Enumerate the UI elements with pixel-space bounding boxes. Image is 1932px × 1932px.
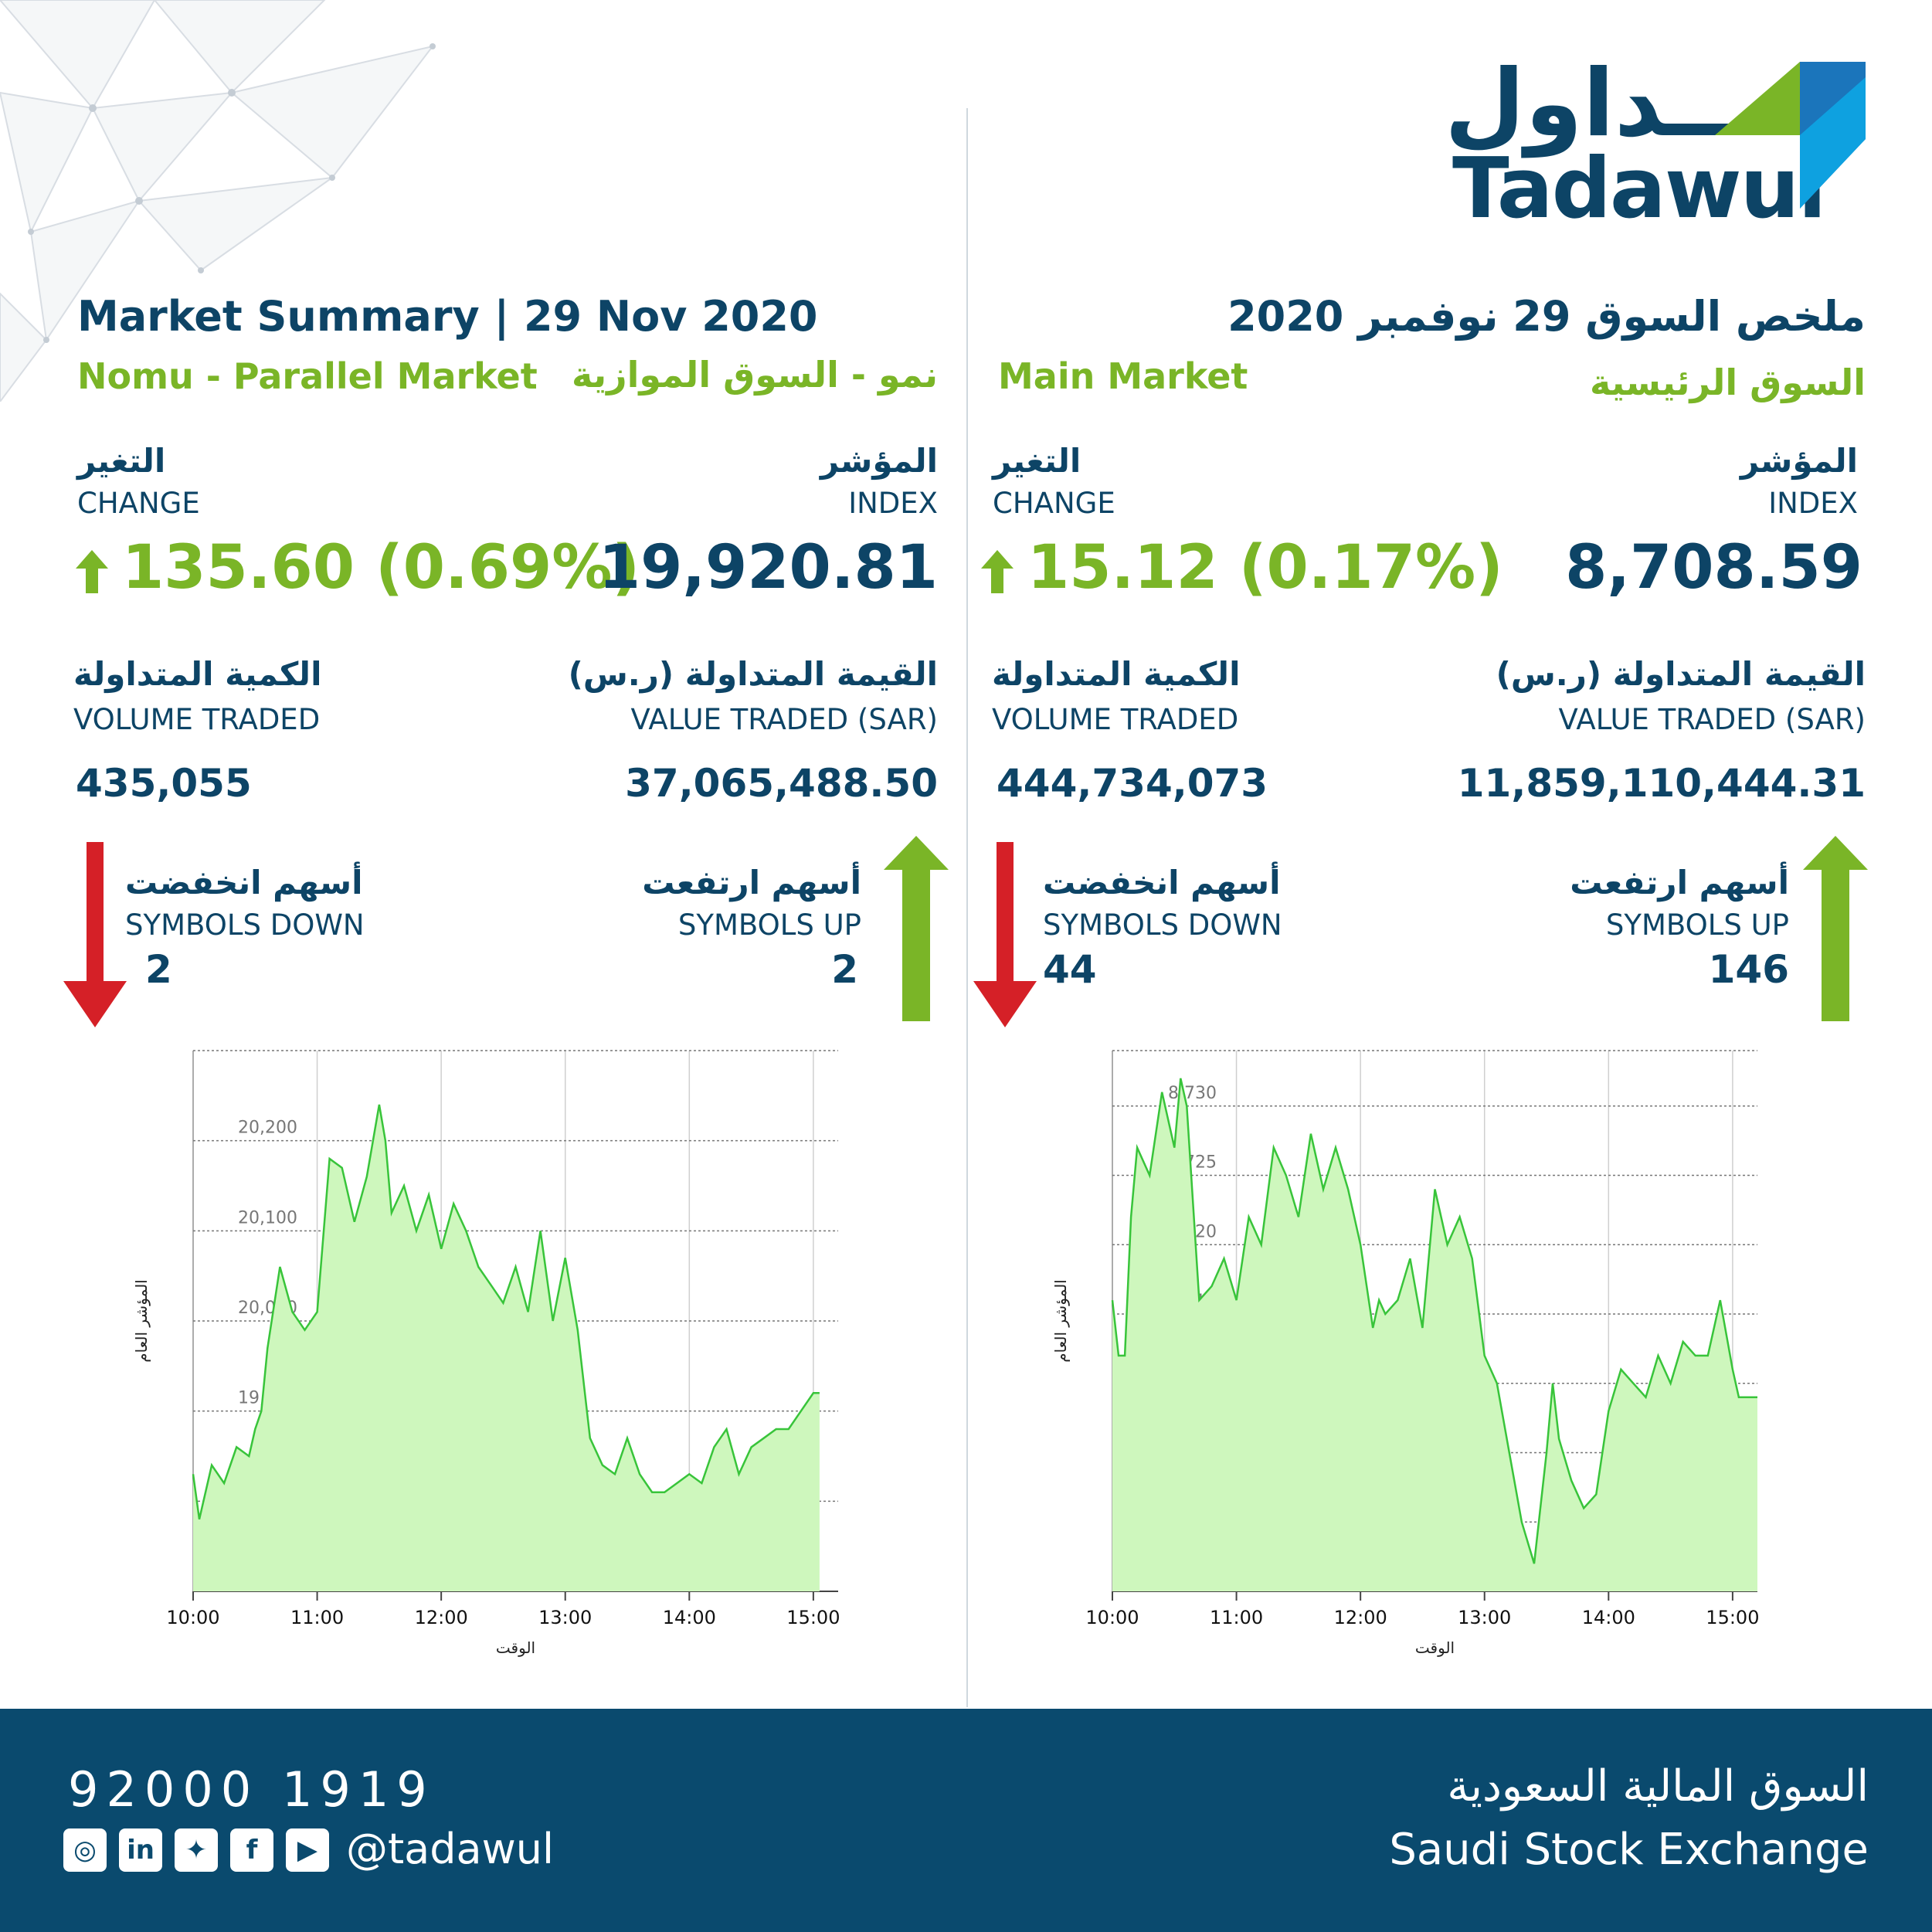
index-area [193,1105,820,1591]
left-change-ar: التغير [77,442,166,480]
left-index-en: INDEX [848,487,938,520]
index-line [1111,1078,1757,1564]
left-down-ar: أسهم انخفضت [125,864,363,901]
network-pattern [0,0,436,402]
right-market-ar: السوق الرئيسية [1589,362,1866,403]
left-value-ar: القيمة المتداولة (ر.س) [568,655,938,693]
y-tick-label: 20,100 [238,1208,297,1227]
right-index-value: 8,708.59 [1565,533,1862,603]
footer-handle[interactable]: @tadawul [346,1825,555,1873]
column-divider [966,108,968,1707]
main-market-index-chart: 8,7008,7058,7108,7158,7208,7258,73010:00… [1051,1050,1759,1657]
footer-exchange-en: Saudi Stock Exchange [1389,1825,1869,1875]
left-up-value: 2 [831,947,858,992]
left-down-value: 2 [145,947,172,992]
x-axis-label: الوقت [496,1638,535,1657]
right-down-value: 44 [1043,947,1097,992]
left-volume-value: 435,055 [76,761,252,806]
right-up-ar: أسهم ارتفعت [1570,864,1789,901]
left-volume-en: VOLUME TRADED [73,703,321,736]
linkedin-icon[interactable]: in [119,1828,162,1872]
x-axis-label: الوقت [1415,1638,1455,1657]
twitter-icon[interactable]: ✦ [175,1828,218,1872]
right-up-en: SYMBOLS UP [1605,908,1789,942]
left-up-en: SYMBOLS UP [677,908,861,942]
right-value-ar: القيمة المتداولة (ر.س) [1496,655,1866,693]
left-volume-ar: الكمية المتداولة [73,655,322,693]
logo-latin: Tadawul [1452,141,1826,237]
nomu-index-chart: 19,80019,90020,00020,10020,20010:0011:00… [132,1050,840,1657]
left-symbols-down-arrow-icon [63,842,127,1027]
logo-mark [1715,62,1866,209]
footer-phone: 92000 1919 [68,1761,435,1818]
right-volume-en: VOLUME TRADED [992,703,1239,736]
x-tick-label: 11:00 [290,1607,344,1628]
right-symbols-down-arrow-icon [973,842,1037,1027]
left-down-en: SYMBOLS DOWN [125,908,365,942]
right-value-en: VALUE TRADED (SAR) [1558,703,1866,736]
right-market-en: Main Market [998,355,1248,397]
left-value-value: 37,065,488.50 [625,761,938,806]
left-index-value: 19,920.81 [598,533,938,603]
right-change-up-arrow-icon [981,550,1014,593]
right-index-ar: المؤشر [1740,442,1858,480]
right-change-en: CHANGE [993,487,1115,520]
left-market-en: Nomu - Parallel Market [77,355,538,397]
left-market-ar: نمو - السوق الموازية [571,354,938,396]
right-value-value: 11,859,110,444.31 [1457,761,1866,806]
x-tick-label: 13:00 [1458,1607,1511,1628]
left-value-en: VALUE TRADED (SAR) [630,703,938,736]
footer-bar [0,1709,1932,1932]
index-line [192,1104,820,1519]
logo-arabic: تـــداول [1445,50,1798,158]
x-tick-label: 10:00 [166,1607,219,1628]
right-volume-ar: الكمية المتداولة [992,655,1241,693]
instagram-icon[interactable]: ◎ [63,1828,107,1872]
right-volume-value: 444,734,073 [997,761,1268,806]
right-index-en: INDEX [1768,487,1858,520]
left-change-en: CHANGE [77,487,200,520]
youtube-icon[interactable]: ▶ [286,1828,329,1872]
left-change-up-arrow-icon [76,550,108,593]
left-up-ar: أسهم ارتفعت [642,864,861,901]
right-down-en: SYMBOLS DOWN [1043,908,1282,942]
x-tick-label: 11:00 [1210,1607,1263,1628]
left-title: Market Summary | 29 Nov 2020 [77,292,818,341]
x-tick-label: 15:00 [786,1607,840,1628]
x-tick-label: 14:00 [663,1607,716,1628]
footer-exchange-ar: السوق المالية السعودية [1447,1761,1869,1811]
facebook-icon[interactable]: f [230,1828,273,1872]
right-title: ملخص السوق 29 نوفمبر 2020 [1227,292,1866,341]
y-tick-label: 8,730 [1168,1084,1217,1103]
index-area [1112,1078,1757,1591]
y-axis-label: المؤشر العام [132,1279,151,1362]
x-tick-label: 13:00 [538,1607,592,1628]
left-symbols-up-arrow-icon [884,836,949,1021]
right-down-ar: أسهم انخفضت [1043,864,1281,901]
right-symbols-up-arrow-icon [1803,836,1868,1021]
x-tick-label: 14:00 [1582,1607,1635,1628]
left-index-ar: المؤشر [820,442,938,480]
x-tick-label: 12:00 [415,1607,468,1628]
right-change-value: 15.12 (0.17%) [1027,533,1503,603]
x-tick-label: 10:00 [1085,1607,1139,1628]
social-icons: ◎ in ✦ f ▶ [63,1828,329,1872]
right-up-value: 146 [1708,947,1789,992]
x-tick-label: 12:00 [1334,1607,1387,1628]
y-axis-label: المؤشر العام [1051,1279,1070,1362]
x-tick-label: 15:00 [1706,1607,1759,1628]
left-change-value: 135.60 (0.69%) [122,533,640,603]
y-tick-label: 20,200 [238,1119,297,1138]
right-change-ar: التغير [993,442,1081,480]
